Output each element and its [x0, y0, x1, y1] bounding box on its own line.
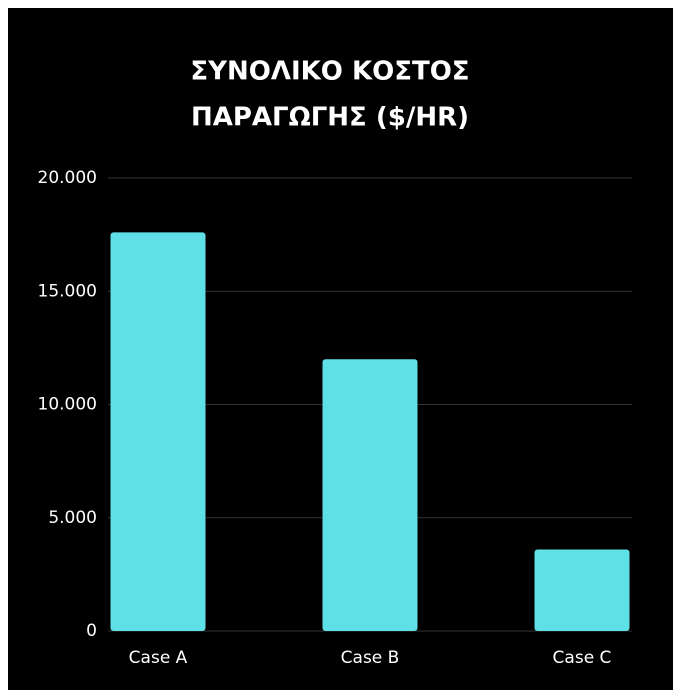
chart-title: ΠΑΡΑΓΩΓΗΣ ($/HR) [191, 103, 469, 133]
bar [534, 549, 630, 631]
x-tick-label: Case A [129, 648, 188, 668]
y-tick-label: 10.000 [38, 395, 97, 415]
x-tick-label: Case B [341, 648, 400, 668]
y-tick-label: 5.000 [48, 508, 97, 528]
x-tick-label: Case C [553, 648, 612, 668]
bar [110, 232, 206, 632]
chart-title: ΣΥΝΟΛΙΚΟ ΚΟΣΤΟΣ [190, 57, 469, 87]
y-tick-label: 20.000 [38, 168, 97, 188]
y-tick-label: 0 [86, 621, 97, 641]
bar [322, 359, 418, 631]
y-tick-label: 15.000 [38, 281, 97, 301]
